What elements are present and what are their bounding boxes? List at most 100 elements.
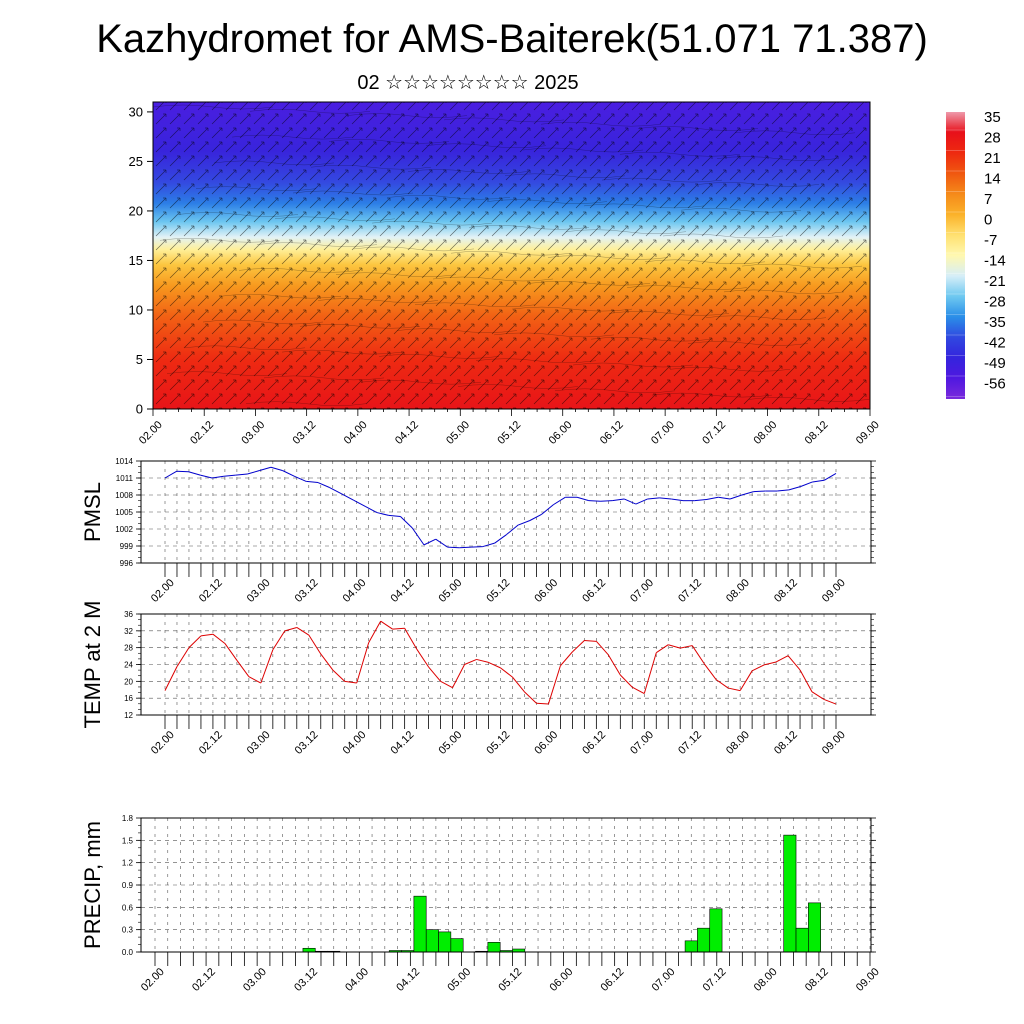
series-segment xyxy=(464,658,477,665)
isotherm-streak xyxy=(457,384,579,389)
series-segment xyxy=(823,473,837,481)
x-tick-label: 08.00 xyxy=(724,729,752,757)
precip-bar xyxy=(302,947,316,953)
colorbar-label: -42 xyxy=(984,335,1006,352)
isotherm-streak xyxy=(741,263,863,269)
series-segment xyxy=(560,651,573,667)
isotherm-streak xyxy=(245,401,367,406)
x-tick-label: 02.12 xyxy=(197,577,225,605)
precip-bar xyxy=(450,938,464,953)
y-tick-label: 5 xyxy=(136,352,143,367)
y-axis-label: PMSL xyxy=(80,482,105,542)
series-segment xyxy=(680,645,693,649)
x-tick-label: 03.00 xyxy=(239,419,267,447)
series-segment xyxy=(799,669,813,693)
isotherm-streak xyxy=(723,289,845,295)
x-tick-label: 06.00 xyxy=(532,577,560,605)
isotherm-streak xyxy=(166,371,288,376)
colorbar-label: -35 xyxy=(984,314,1006,331)
x-tick-label: 08.12 xyxy=(772,577,800,605)
precip-bar xyxy=(438,931,452,953)
x-tick-label: 04.00 xyxy=(341,729,369,757)
isotherm-streak xyxy=(511,306,633,312)
series-segment xyxy=(541,504,554,515)
series-segment xyxy=(787,655,801,671)
isotherm-streak xyxy=(274,216,396,222)
x-tick-label: 06.12 xyxy=(580,577,608,605)
x-tick-label: 07.12 xyxy=(701,966,729,994)
series-segment xyxy=(423,538,436,546)
isotherm-streak xyxy=(698,182,820,187)
y-tick-label: 25 xyxy=(129,154,143,169)
isotherm-streak xyxy=(371,220,493,226)
x-tick-label: 08.12 xyxy=(803,966,831,994)
isotherm-streak xyxy=(644,259,766,265)
series-segment xyxy=(223,474,236,477)
isotherm-streak xyxy=(554,388,676,394)
y-tick-label: 1.2 xyxy=(122,859,134,868)
temp-panel: 12 16 20 24 28 32 36 02.00 02.12 03.00 03.12 04.00 0… xyxy=(80,601,876,757)
series-segment xyxy=(259,466,272,472)
isotherm-streak xyxy=(153,104,274,110)
isotherm-streak xyxy=(396,328,518,333)
chart-subtitle: 02 ☆☆☆☆☆☆☆☆ 2025 xyxy=(357,72,579,94)
panel-frame xyxy=(140,817,872,953)
x-tick-label: 07.00 xyxy=(649,419,677,447)
series-segment xyxy=(164,470,178,479)
series-segment xyxy=(476,658,489,663)
isotherm-streak xyxy=(299,324,421,329)
y-tick-label: 28 xyxy=(124,644,133,653)
isotherm-streak xyxy=(389,195,511,200)
series-segment xyxy=(494,534,507,544)
x-tick-label: 09.00 xyxy=(820,729,848,757)
colorbar-label: 35 xyxy=(984,109,1001,126)
series-segment xyxy=(600,500,613,502)
series-segment xyxy=(296,627,310,636)
series-segment xyxy=(329,487,342,495)
series-segment xyxy=(176,470,189,473)
isotherm-streak xyxy=(475,358,597,363)
series-segment xyxy=(655,644,669,654)
precip-bar xyxy=(425,929,439,953)
isotherm-streak xyxy=(583,203,705,209)
series-segment xyxy=(659,497,672,500)
x-tick-label: 06.12 xyxy=(598,419,626,447)
x-tick-label: 03.12 xyxy=(292,966,320,994)
isotherm-streak xyxy=(547,255,669,260)
series-segment xyxy=(344,680,357,684)
series-segment xyxy=(272,630,286,651)
x-tick-label: 05.12 xyxy=(484,577,512,605)
cross-section-y-axis: 0 5 10 15 20 25 30 xyxy=(129,104,153,417)
x-tick-label: 07.00 xyxy=(650,966,678,994)
y-tick-label: 1005 xyxy=(115,508,133,517)
series-segment xyxy=(236,659,250,677)
x-tick-label: 02.00 xyxy=(149,729,177,757)
series-segment xyxy=(188,471,201,476)
y-tick-label: 24 xyxy=(124,661,133,670)
series-segment xyxy=(671,498,684,502)
series-segment xyxy=(282,470,295,477)
y-tick-label: 1.5 xyxy=(122,836,134,845)
isotherm-streak xyxy=(680,207,802,213)
x-tick-label: 05.12 xyxy=(496,966,524,994)
series-segment xyxy=(164,666,178,691)
series-segment xyxy=(741,491,754,496)
isotherm-streak xyxy=(493,332,615,338)
series-segment xyxy=(306,480,319,484)
series-segment xyxy=(588,500,601,502)
x-tick-label: 02.00 xyxy=(139,966,167,994)
series-segment xyxy=(260,649,274,684)
series-segment xyxy=(270,466,283,472)
y-tick-label: 999 xyxy=(120,542,134,551)
series-segment xyxy=(728,687,741,692)
isotherm-streak xyxy=(281,349,403,355)
x-tick-label: 09.00 xyxy=(854,419,882,447)
series-segment xyxy=(553,496,566,506)
colorbar-label: 7 xyxy=(984,191,992,208)
isotherm-streak xyxy=(619,152,741,157)
precip-bar xyxy=(413,895,427,953)
series-segment xyxy=(482,542,495,548)
x-tick-label: 04.00 xyxy=(342,419,370,447)
x-tick-label: 02.12 xyxy=(197,729,225,757)
